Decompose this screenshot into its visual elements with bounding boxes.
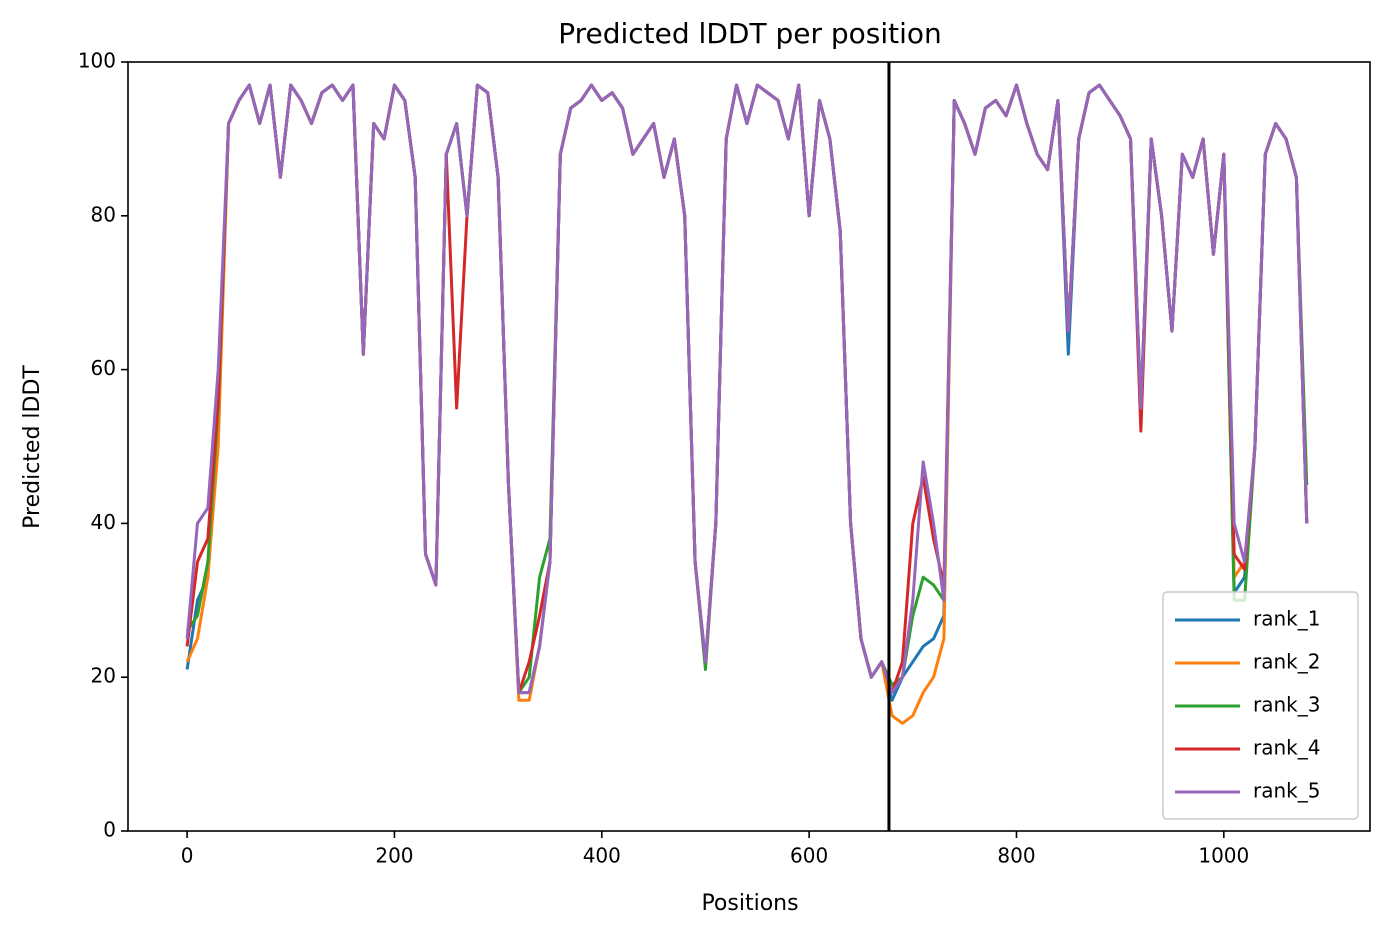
legend-box <box>1162 591 1359 820</box>
x-tick-label: 1000 <box>1198 844 1249 868</box>
y-tick-label: 80 <box>91 202 116 226</box>
plot-frame <box>127 61 1371 832</box>
chart-title: Predicted lDDT per position <box>558 17 942 50</box>
legend-label: rank_5 <box>1253 779 1320 803</box>
y-tick-label: 20 <box>91 664 116 688</box>
x-tick-label: 0 <box>181 844 194 868</box>
series-line <box>185 83 1309 695</box>
y-tick-label: 0 <box>103 818 116 842</box>
legend-label: rank_1 <box>1253 607 1320 631</box>
y-tick-label: 60 <box>91 356 116 380</box>
x-tick-label: 800 <box>997 844 1035 868</box>
y-tick-label: 40 <box>91 510 116 534</box>
y-axis-label: Predicted lDDT <box>20 365 45 529</box>
x-tick-label: 600 <box>790 844 828 868</box>
y-tick-label: 100 <box>78 49 116 73</box>
x-tick-label: 400 <box>583 844 621 868</box>
x-axis-label: Positions <box>701 891 798 916</box>
legend-label: rank_4 <box>1253 736 1320 760</box>
legend-label: rank_3 <box>1253 693 1320 717</box>
legend-label: rank_2 <box>1253 650 1320 674</box>
x-tick-label: 200 <box>375 844 413 868</box>
